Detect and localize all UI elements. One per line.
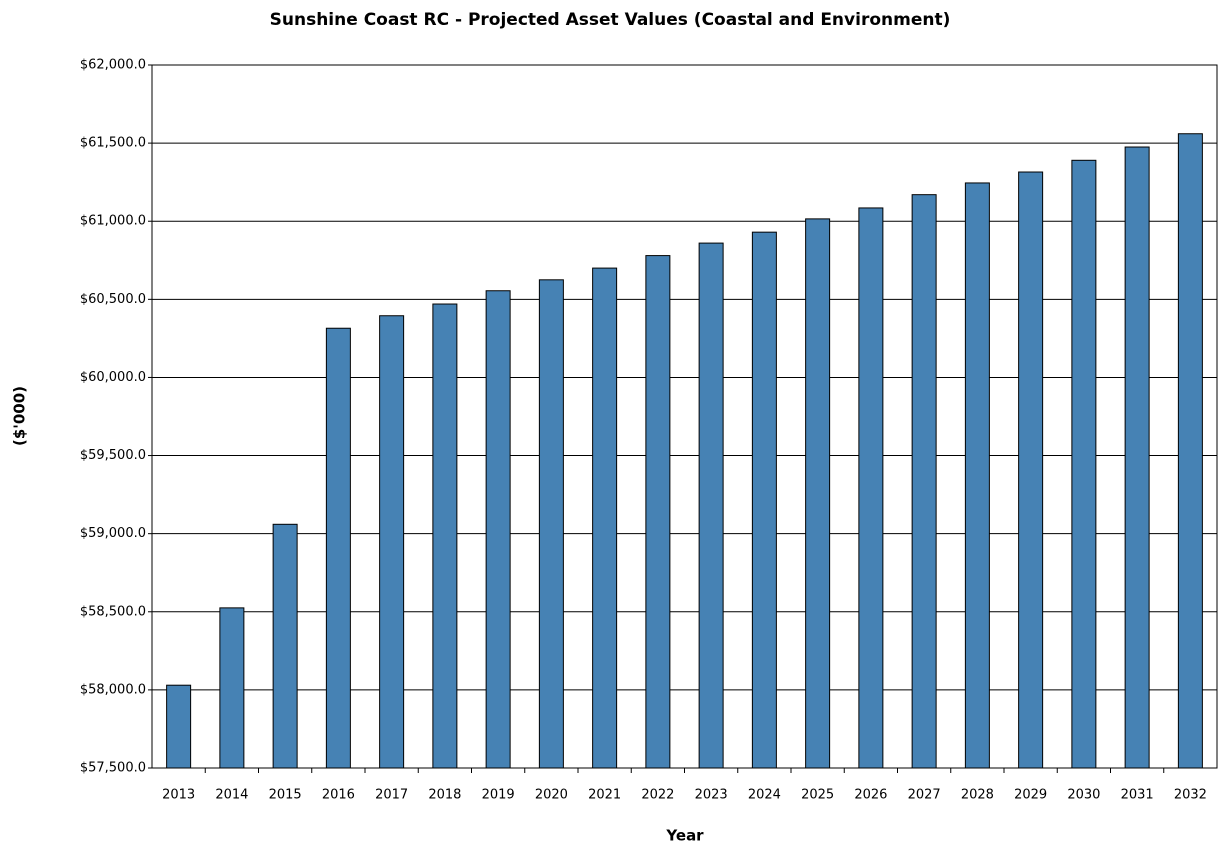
x-tick-label: 2027 <box>908 788 941 803</box>
plot-frame <box>151 64 1218 769</box>
y-tick-label: $59,000.0 <box>80 526 146 541</box>
x-tick-label: 2030 <box>1067 788 1100 803</box>
bar <box>432 303 458 769</box>
bar <box>645 255 671 769</box>
x-tick-label: 2024 <box>748 788 781 803</box>
bar <box>219 607 245 769</box>
bar <box>1018 171 1044 769</box>
chart-title: Sunshine Coast RC - Projected Asset Valu… <box>270 10 951 30</box>
y-tick-label: $61,500.0 <box>80 136 146 151</box>
y-axis-title: ($'000) <box>11 386 29 446</box>
x-tick-label: 2014 <box>215 788 248 803</box>
x-tick-label: 2032 <box>1174 788 1207 803</box>
bar <box>698 242 724 769</box>
bar <box>272 523 298 769</box>
x-tick-label: 2031 <box>1121 788 1154 803</box>
y-tick-label: $61,000.0 <box>80 214 146 229</box>
x-tick-label: 2019 <box>482 788 515 803</box>
y-tick-label: $59,500.0 <box>80 448 146 463</box>
x-tick-label: 2013 <box>162 788 195 803</box>
x-tick-label: 2018 <box>428 788 461 803</box>
bar <box>858 207 884 769</box>
x-tick-label: 2017 <box>375 788 408 803</box>
x-tick-label: 2029 <box>1014 788 1047 803</box>
bar <box>592 267 618 769</box>
bar <box>805 218 831 769</box>
x-tick-label: 2021 <box>588 788 621 803</box>
bar <box>1177 133 1203 769</box>
x-tick-label: 2025 <box>801 788 834 803</box>
bar <box>1124 146 1150 769</box>
bar <box>325 327 351 769</box>
bar <box>911 194 937 769</box>
x-tick-label: 2016 <box>322 788 355 803</box>
x-tick-label: 2026 <box>854 788 887 803</box>
bar <box>1071 159 1097 769</box>
y-tick-label: $62,000.0 <box>80 58 146 73</box>
y-tick-label: $58,500.0 <box>80 604 146 619</box>
bar <box>751 231 777 769</box>
x-tick-label: 2023 <box>695 788 728 803</box>
x-axis-title: Year <box>665 827 704 845</box>
x-tick-label: 2015 <box>269 788 302 803</box>
bar <box>166 684 192 769</box>
y-tick-label: $58,000.0 <box>80 682 146 697</box>
bar <box>485 290 511 769</box>
y-tick-label: $60,000.0 <box>80 370 146 385</box>
x-tick-label: 2020 <box>535 788 568 803</box>
bar <box>379 315 405 769</box>
y-tick-label: $57,500.0 <box>80 761 146 776</box>
x-tick-label: 2028 <box>961 788 994 803</box>
bar <box>964 182 990 769</box>
bar <box>538 279 564 769</box>
x-tick-label: 2022 <box>641 788 674 803</box>
y-tick-label: $60,500.0 <box>80 292 146 307</box>
